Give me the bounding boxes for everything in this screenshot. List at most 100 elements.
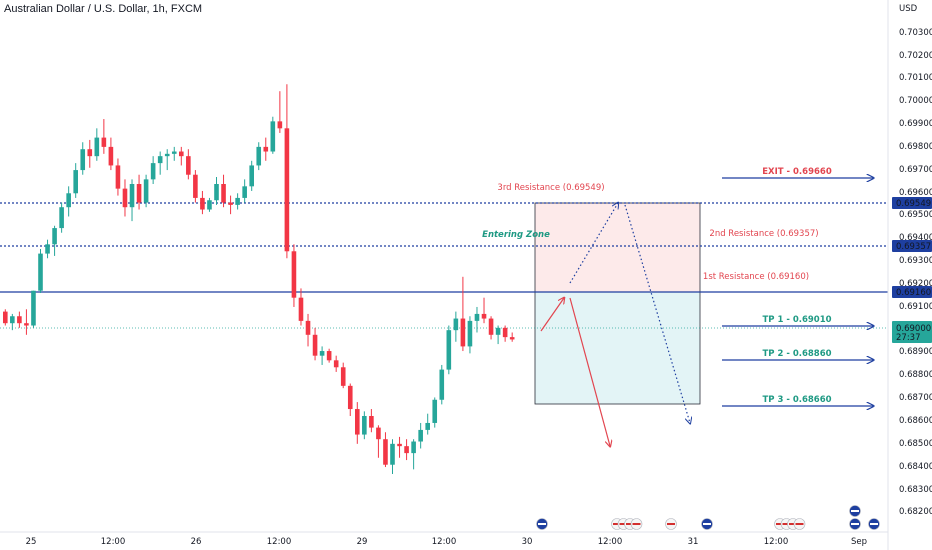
candle-body xyxy=(418,429,423,442)
time-tick: 12:00 xyxy=(764,537,789,547)
price-tick: 0.70000 xyxy=(899,96,932,106)
red-arrow-down[interactable] xyxy=(569,297,610,446)
candle-body xyxy=(207,200,212,210)
candle-body xyxy=(270,121,276,152)
candle-body xyxy=(256,146,262,166)
tag-69549-box xyxy=(892,197,932,209)
candle-body xyxy=(129,184,135,208)
economic-events[interactable] xyxy=(536,505,880,530)
candle-body xyxy=(481,313,487,319)
candle-body xyxy=(136,184,142,203)
time-tick: 12:00 xyxy=(432,537,457,547)
time-tick: 29 xyxy=(357,537,368,547)
candle-body xyxy=(369,416,374,428)
price-tick: 0.69100 xyxy=(899,302,932,312)
candle-body xyxy=(45,244,50,254)
candle-body xyxy=(425,422,430,430)
candle-body xyxy=(157,156,163,164)
flag-stripe xyxy=(703,523,711,525)
candle-body xyxy=(355,409,360,435)
candle-body xyxy=(221,184,226,203)
tag-69160: 0.69160 xyxy=(896,288,931,298)
tag-69357: 0.69357 xyxy=(896,242,931,252)
candle-body xyxy=(277,121,283,129)
candle-body xyxy=(24,323,29,326)
candle-body xyxy=(122,188,128,208)
candle-body xyxy=(347,385,353,410)
candle-body xyxy=(235,197,240,205)
candle-body xyxy=(193,174,198,198)
res3-label: 3rd Resistance (0.69549) xyxy=(497,183,604,193)
candle-body xyxy=(214,184,219,201)
candle-body xyxy=(460,318,466,347)
countdown-tag: 27:37 xyxy=(896,333,921,343)
price-tick: 0.68200 xyxy=(899,507,932,517)
candle-body xyxy=(73,170,78,194)
time-tick: Sep xyxy=(851,537,867,547)
price-tick: 0.69300 xyxy=(899,256,932,266)
candle-body xyxy=(249,165,254,187)
price-tick: 0.69700 xyxy=(899,165,932,175)
candle-body xyxy=(446,330,452,370)
flag-stripe xyxy=(851,523,859,525)
time-tick: 26 xyxy=(191,537,202,547)
candle-body xyxy=(453,318,459,331)
candle-body xyxy=(340,367,346,386)
tp1-label: TP 1 - 0.69010 xyxy=(762,315,831,325)
entering-zone-label: Entering Zone xyxy=(482,230,550,240)
candle-body xyxy=(326,351,332,361)
candle-body xyxy=(502,327,508,338)
price-tick: 0.69900 xyxy=(899,119,932,129)
time-tick: 12:00 xyxy=(101,537,126,547)
candle-body xyxy=(432,399,438,423)
candle-body xyxy=(80,149,86,171)
target-zone xyxy=(535,292,700,404)
price-tick: 0.69800 xyxy=(899,142,932,152)
currency-label: USD xyxy=(899,4,918,14)
stop-zone xyxy=(535,203,700,292)
candle-body xyxy=(488,318,494,335)
candle-body xyxy=(411,441,416,454)
candle-body xyxy=(263,146,269,152)
res1-label: 1st Resistance (0.69160) xyxy=(703,272,809,282)
candle-body xyxy=(150,163,156,180)
candle-body xyxy=(376,427,381,440)
flag-stripe xyxy=(782,523,791,525)
candle-body xyxy=(298,297,304,321)
price-tick: 0.68700 xyxy=(899,393,932,403)
candle-body xyxy=(3,311,8,324)
time-tick: 12:00 xyxy=(267,537,292,547)
flag-stripe xyxy=(795,523,804,525)
time-tick: 31 xyxy=(688,537,699,547)
candle-body xyxy=(467,320,473,347)
price-tick: 0.69600 xyxy=(899,188,932,198)
current-price-box xyxy=(892,321,932,343)
price-tick: 0.68800 xyxy=(899,370,932,380)
candle-body xyxy=(333,360,339,368)
flag-stripe xyxy=(538,523,546,525)
tag-69549: 0.69549 xyxy=(896,199,931,209)
price-tick: 0.68300 xyxy=(899,485,932,495)
candle-body xyxy=(115,165,121,189)
red-arrow-up[interactable] xyxy=(540,298,564,332)
candle-body xyxy=(509,337,515,340)
candle-body xyxy=(200,197,205,210)
price-tick: 0.68900 xyxy=(899,347,932,357)
candle-body xyxy=(362,416,367,435)
candle-body xyxy=(495,327,501,335)
candle-body xyxy=(38,253,43,291)
tag-69160-box xyxy=(892,286,932,298)
candle-body xyxy=(305,320,311,335)
candle-body xyxy=(171,151,177,154)
tag-69357-box xyxy=(892,240,932,252)
flag-stripe xyxy=(667,523,675,525)
candle-body xyxy=(312,334,318,356)
candle-body xyxy=(439,369,445,400)
time-tick: 25 xyxy=(26,537,37,547)
candle-body xyxy=(59,207,64,229)
flag-stripe xyxy=(870,523,878,525)
flag-stripe xyxy=(613,523,621,525)
candle-body xyxy=(94,137,100,157)
candle-body xyxy=(108,146,114,166)
